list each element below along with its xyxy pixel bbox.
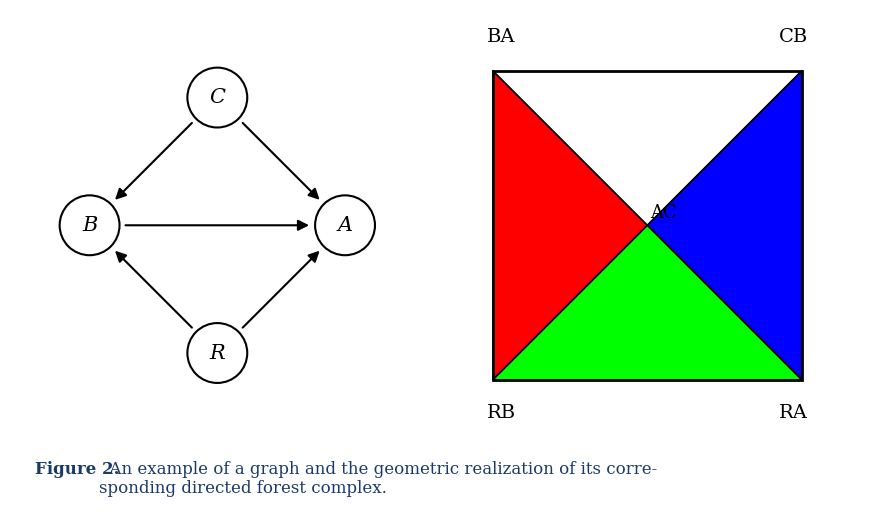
Text: B: B	[82, 216, 97, 235]
Text: BA: BA	[486, 28, 515, 46]
Text: R: R	[209, 344, 225, 362]
Polygon shape	[493, 71, 801, 379]
Circle shape	[187, 323, 247, 383]
Text: An example of a graph and the geometric realization of its corre-
sponding direc: An example of a graph and the geometric …	[99, 461, 657, 497]
Circle shape	[59, 196, 120, 255]
Text: Figure 2.: Figure 2.	[35, 461, 120, 478]
Text: RA: RA	[778, 404, 807, 422]
Circle shape	[187, 68, 247, 127]
Text: RB: RB	[486, 404, 516, 422]
Polygon shape	[493, 225, 801, 379]
Polygon shape	[647, 71, 801, 379]
Polygon shape	[493, 71, 647, 379]
Text: CB: CB	[778, 28, 807, 46]
Text: C: C	[209, 88, 225, 107]
Circle shape	[315, 196, 375, 255]
Text: A: A	[337, 216, 353, 235]
Text: AC: AC	[649, 204, 676, 222]
